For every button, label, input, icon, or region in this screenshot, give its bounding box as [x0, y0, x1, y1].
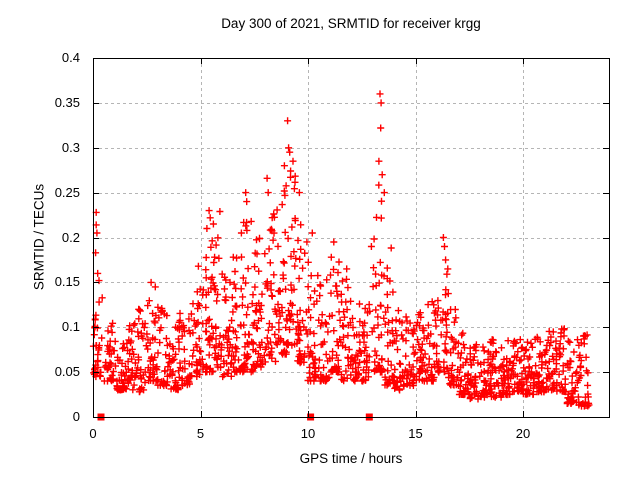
x-tick-label: 5 [196, 426, 205, 441]
y-tick-label: 0 [72, 409, 80, 424]
y-tick-label: 0.2 [61, 229, 80, 245]
x-tick-label: 10 [300, 426, 316, 441]
y-tick-label: 0.1 [61, 319, 80, 335]
y-tick-label: 0.25 [54, 184, 80, 200]
y-tick-label: 0.4 [61, 50, 80, 65]
y-tick-label: 0.35 [54, 94, 80, 110]
x-axis-label: GPS time / hours [299, 451, 403, 466]
x-tick-label: 0 [89, 426, 97, 441]
y-axis-label: SRMTID / TECUs [31, 183, 47, 291]
x-tick-label: 20 [515, 426, 531, 441]
x-tick-label: 15 [408, 426, 423, 441]
y-tick-label: 0.05 [54, 364, 80, 380]
chart-title: Day 300 of 2021, SRMTID for receiver krg… [221, 16, 481, 31]
y-tick-label: 0.3 [61, 139, 80, 155]
y-tick-label: 0.15 [54, 274, 80, 290]
scatter-plus-markers [89, 90, 593, 410]
